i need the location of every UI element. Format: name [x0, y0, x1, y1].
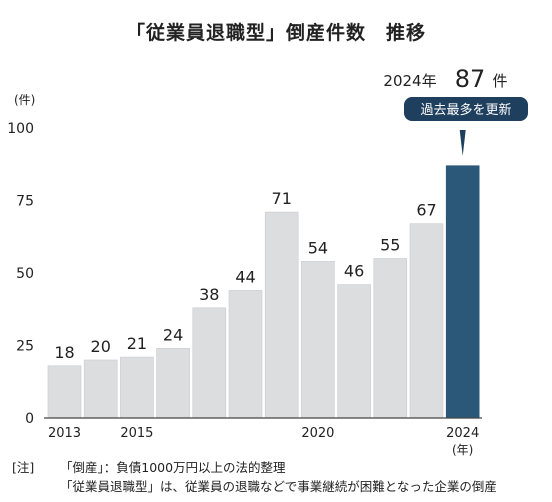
data-label: 21 [127, 334, 147, 353]
x-tick-label: 2020 [301, 426, 334, 441]
bar [409, 223, 444, 419]
y-axis-label: (件) [14, 93, 35, 107]
data-label: 67 [416, 201, 436, 220]
data-label: 46 [344, 262, 364, 281]
note-line-2: 「従業員退職型」は、従業員の退職などで事業継続が困難となった企業の倒産 [60, 479, 497, 494]
y-tick-label: 75 [16, 194, 34, 210]
x-axis-label: (年) [452, 443, 473, 457]
data-label: 18 [54, 343, 74, 362]
highlight-value: 87 [455, 65, 486, 93]
bar-chart: (件) 0 25 50 75 100 18 20 21 24 38 44 71 54 46 55 67 2013 2… [7, 65, 528, 457]
data-label: 71 [272, 189, 292, 208]
bar [337, 284, 371, 419]
data-label: 20 [91, 337, 111, 356]
bar [83, 359, 118, 419]
bar [373, 258, 408, 419]
data-label: 44 [235, 267, 255, 286]
bar [264, 211, 299, 419]
x-tick-label: 2015 [120, 426, 153, 441]
data-label: 55 [380, 236, 400, 255]
highlight-year-label: 2024年 [383, 72, 436, 90]
bar [120, 356, 154, 419]
bar-highlight [445, 165, 480, 419]
x-tick-label: 2013 [48, 426, 81, 441]
badge-record-high [404, 97, 528, 121]
bar [228, 290, 263, 419]
bar [47, 365, 82, 419]
bar [156, 348, 190, 419]
y-tick-label: 50 [16, 266, 34, 282]
data-label: 54 [308, 238, 328, 257]
badge-pointer [459, 130, 466, 156]
bar [192, 307, 227, 419]
data-label: 24 [163, 325, 183, 344]
y-tick-label: 100 [7, 121, 34, 137]
note-line-1: 「倒産」：負債1000万円以上の法的整理 [60, 460, 286, 475]
chart-title: 「従業員退職型」倒産件数 推移 [125, 22, 426, 44]
highlight-unit: 件 [492, 72, 507, 90]
bar [301, 261, 335, 419]
note-tag: [注] [12, 460, 35, 475]
x-tick-label: 2024 [446, 426, 479, 441]
y-tick-label: 0 [25, 411, 34, 427]
badge-text: 過去最多を更新 [420, 102, 511, 118]
data-label: 38 [199, 285, 219, 304]
y-tick-label: 25 [16, 339, 34, 355]
